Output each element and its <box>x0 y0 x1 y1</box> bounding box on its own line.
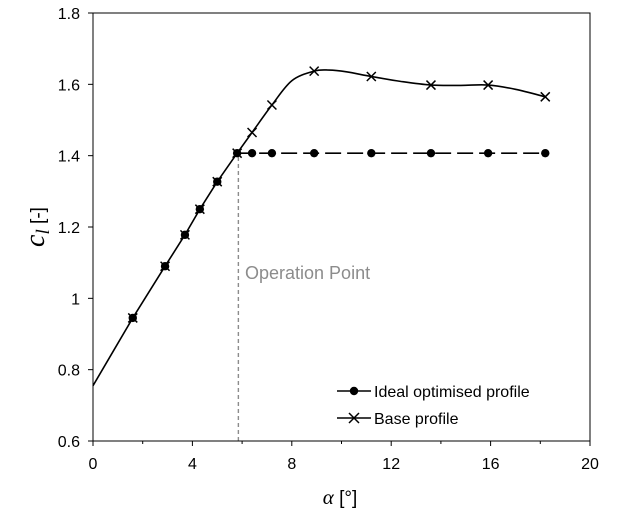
x-tick-label-2: 8 <box>287 456 296 473</box>
base-point-9 <box>366 71 377 82</box>
x-axis-symbol: α <box>323 485 335 509</box>
x-tick-label-1: 4 <box>188 456 197 473</box>
y-tick-label-5: 1.6 <box>58 77 80 94</box>
y-tick-label-1: 0.8 <box>58 363 80 380</box>
plot-layer <box>92 66 551 441</box>
ideal-point-12 <box>541 148 550 158</box>
x-tick-label-5: 20 <box>581 456 599 473</box>
base-point-5 <box>232 148 243 159</box>
ideal-point-11 <box>483 148 493 158</box>
x-tick-label-0: 0 <box>89 456 98 473</box>
legend: Ideal optimised profile Base profile <box>337 384 530 428</box>
base-point-6 <box>247 127 258 138</box>
base-point-10 <box>425 80 436 91</box>
y-axis-subscript: l <box>33 229 54 234</box>
x-tick-label-4: 16 <box>482 456 500 473</box>
base-point-1 <box>160 261 171 272</box>
x-tick-label-3: 12 <box>382 456 400 473</box>
operation-point-label: Operation Point <box>245 263 370 283</box>
base-point-7 <box>266 99 277 111</box>
y-tick-label-6: 1.8 <box>58 6 80 23</box>
y-tick-label-4: 1.4 <box>58 149 80 166</box>
y-axis-title: cl [-] <box>20 207 54 247</box>
base-point-8 <box>309 66 320 77</box>
axis-layer: 0 4 8 12 16 20 0.6 0.8 1 1.2 1.4 1.6 1.8 <box>58 6 599 473</box>
ideal-point-6 <box>247 148 257 158</box>
x-axis-unit: [°] <box>334 488 357 509</box>
ideal-point-7 <box>267 148 277 158</box>
linear-region-line <box>92 152 238 387</box>
base-point-2 <box>179 229 190 240</box>
x-axis-title: α [°] <box>323 485 357 509</box>
legend-label-ideal: Ideal optimised profile <box>374 384 530 401</box>
base-point-4 <box>212 176 223 187</box>
ideal-point-9 <box>367 148 376 158</box>
legend-label-base: Base profile <box>374 411 459 428</box>
y-tick-label-0: 0.6 <box>58 434 80 451</box>
base-point-11 <box>483 80 494 91</box>
base-point-3 <box>194 204 205 215</box>
base-point-0 <box>127 312 138 323</box>
y-axis-unit: [-] <box>28 207 49 229</box>
legend-marker-ideal <box>349 386 359 396</box>
ideal-point-8 <box>309 148 319 158</box>
base-point-12 <box>540 91 551 102</box>
y-tick-label-3: 1.2 <box>58 220 80 237</box>
legend-marker-base <box>348 412 360 424</box>
ideal-point-10 <box>426 148 436 158</box>
y-tick-label-2: 1 <box>71 291 80 308</box>
y-axis-symbol: c <box>20 234 51 247</box>
